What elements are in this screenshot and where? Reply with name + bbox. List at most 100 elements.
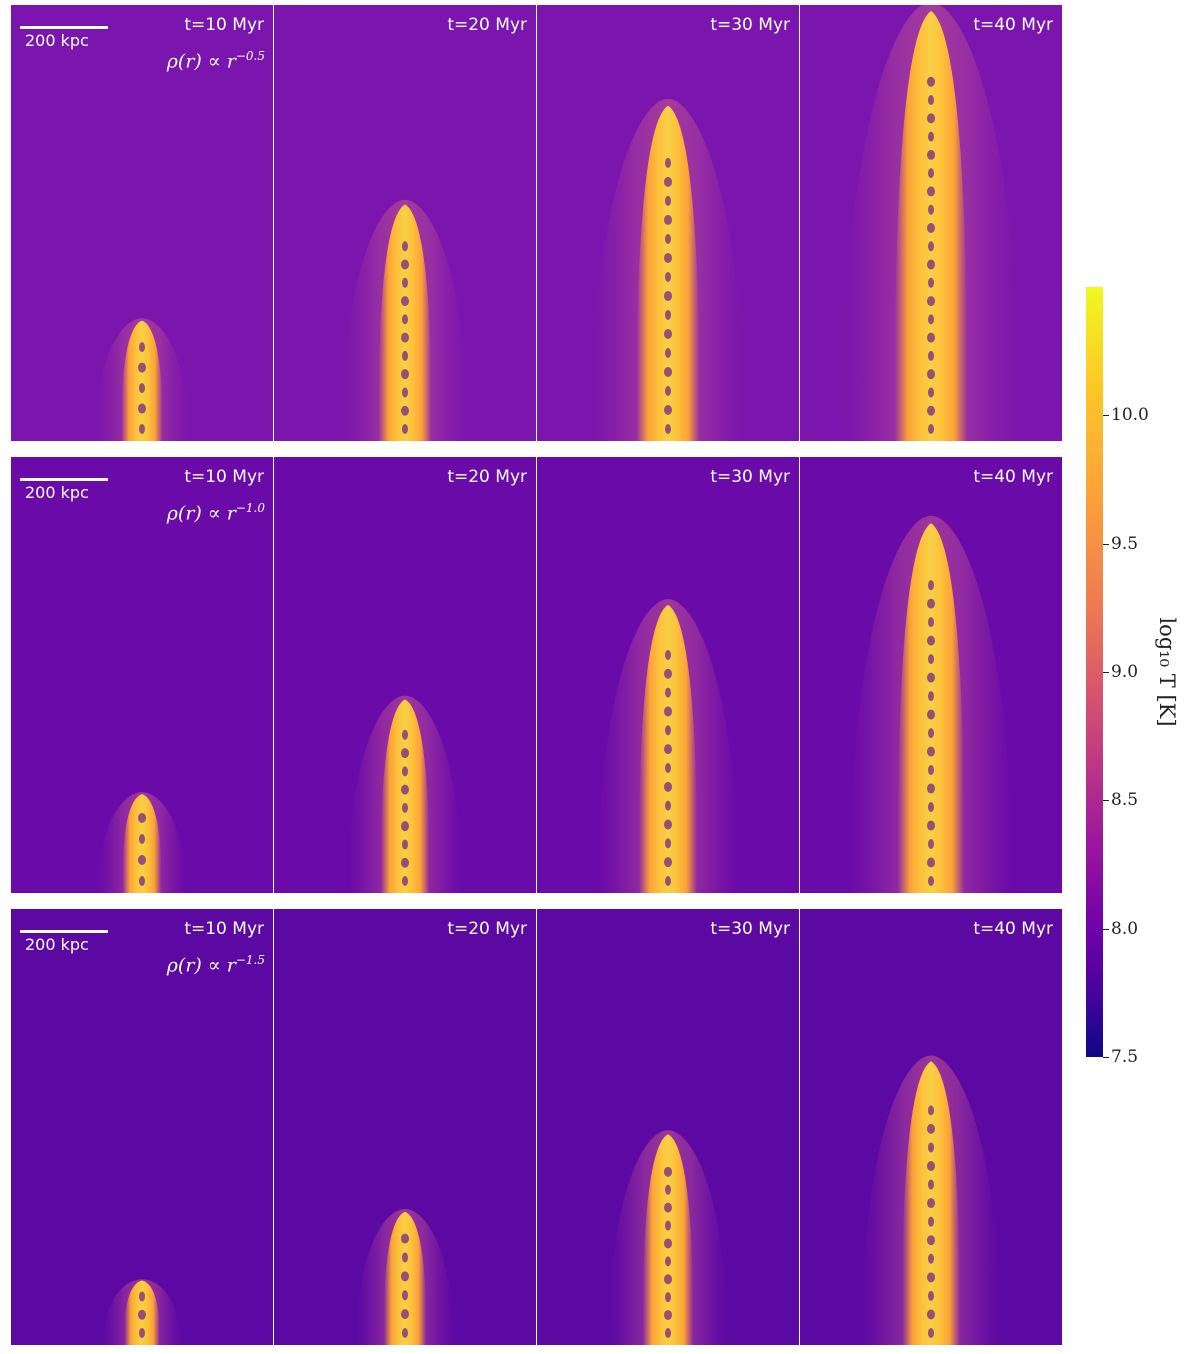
colorbar-tick bbox=[1103, 415, 1109, 417]
jet-knot bbox=[927, 1198, 935, 1209]
jet-lobe-image bbox=[841, 5, 1021, 441]
jet-knot bbox=[402, 802, 408, 813]
jet-knot bbox=[664, 404, 672, 415]
colorbar-tick-label: 9.5 bbox=[1111, 533, 1139, 554]
jet-knot bbox=[665, 762, 671, 773]
colorbar-tick bbox=[1103, 672, 1109, 673]
jet-knot bbox=[928, 314, 934, 325]
jet-knot bbox=[665, 424, 671, 434]
jet-knot bbox=[665, 1328, 671, 1338]
panel-r2-c3: t=40 Myr bbox=[800, 909, 1062, 1345]
jet-knot bbox=[927, 1309, 935, 1320]
time-label: t=10 Myr bbox=[184, 919, 264, 939]
jet-knot bbox=[139, 342, 145, 353]
jet-lobe-image bbox=[95, 318, 189, 441]
jet-knot bbox=[927, 635, 935, 646]
jet-lobe-image bbox=[861, 1055, 1001, 1345]
jet-knot bbox=[401, 857, 409, 868]
jet-knot bbox=[928, 241, 934, 252]
jet-knot bbox=[402, 1328, 408, 1338]
time-label: t=10 Myr bbox=[184, 467, 264, 487]
jet-knot bbox=[928, 350, 934, 361]
jet-lobe-image bbox=[342, 199, 468, 441]
jet-knot bbox=[402, 1290, 408, 1301]
jet-knot bbox=[664, 366, 672, 377]
jet-knot bbox=[402, 766, 408, 777]
jet-knot bbox=[664, 1238, 672, 1249]
jet-knot bbox=[928, 617, 934, 628]
jet-knot bbox=[927, 113, 935, 124]
jet-knot bbox=[664, 1202, 672, 1213]
jet-knot bbox=[139, 1291, 145, 1302]
jet-knot bbox=[664, 857, 672, 868]
jet-knot bbox=[665, 838, 671, 849]
time-label: t=30 Myr bbox=[710, 919, 790, 939]
jet-knot bbox=[665, 347, 671, 358]
jet-knot bbox=[664, 1166, 672, 1177]
jet-knot bbox=[928, 1179, 934, 1190]
panel-r0-c2: t=30 Myr bbox=[537, 5, 799, 441]
time-label: t=10 Myr bbox=[184, 15, 264, 35]
jet-knot bbox=[665, 649, 671, 660]
jet-knot bbox=[139, 876, 145, 886]
jet-knot bbox=[664, 1274, 672, 1285]
jet-knot bbox=[665, 1256, 671, 1267]
density-profile-label: ρ(r) ∝ r−1.0 bbox=[166, 501, 265, 525]
time-label: t=30 Myr bbox=[710, 15, 790, 35]
jet-knot bbox=[928, 691, 934, 702]
jet-knot bbox=[927, 857, 935, 868]
jet-knot bbox=[139, 833, 145, 844]
jet-knot bbox=[664, 176, 672, 187]
jet-knot bbox=[402, 876, 408, 886]
jet-knot bbox=[927, 186, 935, 197]
jet-knot bbox=[664, 252, 672, 263]
jet-knot bbox=[927, 259, 935, 270]
jet-knot bbox=[928, 802, 934, 813]
row-density-0.5: t=10 Myr 200 kpc ρ(r) ∝ r−0.5 t=20 Myr t=30 … bbox=[11, 5, 1062, 441]
colorbar-tick bbox=[1103, 928, 1109, 930]
jet-knot bbox=[138, 362, 146, 373]
jet-knot bbox=[401, 259, 409, 270]
density-profile-label: ρ(r) ∝ r−0.5 bbox=[166, 49, 265, 73]
jet-knot bbox=[928, 1290, 934, 1301]
colorbar-tick bbox=[1103, 800, 1109, 802]
jet-knot bbox=[402, 387, 408, 398]
jet-knot bbox=[665, 233, 671, 244]
jet-lobe-image bbox=[98, 792, 186, 893]
colorbar-tick bbox=[1103, 1057, 1109, 1058]
jet-knot bbox=[927, 1123, 935, 1134]
jet-lobe-image bbox=[591, 98, 745, 441]
jet-knot bbox=[927, 149, 935, 160]
time-label: t=40 Myr bbox=[973, 467, 1053, 487]
scale-bar bbox=[20, 478, 108, 481]
panel-r0-c0: t=10 Myr 200 kpc ρ(r) ∝ r−0.5 bbox=[11, 5, 273, 441]
jet-knot bbox=[927, 820, 935, 831]
hot-lobe bbox=[121, 320, 163, 441]
colorbar-tick-label: 9.0 bbox=[1111, 662, 1139, 682]
jet-knot bbox=[401, 821, 409, 832]
jet-knot bbox=[402, 839, 408, 850]
jet-lobe-image bbox=[608, 1130, 728, 1345]
jet-knot bbox=[665, 195, 671, 206]
jet-knot bbox=[401, 748, 409, 759]
jet-knot bbox=[927, 709, 935, 720]
time-label: t=40 Myr bbox=[973, 15, 1053, 35]
hot-lobe bbox=[897, 523, 965, 893]
jet-lobe-image bbox=[849, 515, 1013, 893]
jet-knot bbox=[927, 1160, 935, 1171]
jet-knot bbox=[665, 1292, 671, 1303]
jet-lobe-image bbox=[348, 695, 462, 893]
jet-knot bbox=[927, 783, 935, 794]
jet-knot bbox=[665, 687, 671, 698]
jet-knot bbox=[402, 729, 408, 740]
jet-knot bbox=[139, 383, 145, 394]
colorbar-tick-label: 7.5 bbox=[1111, 1047, 1139, 1067]
jet-knot bbox=[401, 1309, 409, 1320]
jet-knot bbox=[928, 876, 934, 886]
jet-knot bbox=[928, 131, 934, 142]
jet-knot bbox=[664, 328, 672, 339]
jet-knot bbox=[928, 277, 934, 288]
panel-r1-c0: t=10 Myr 200 kpc ρ(r) ∝ r−1.0 bbox=[11, 457, 273, 893]
jet-knot bbox=[401, 1271, 409, 1282]
jet-knot bbox=[664, 819, 672, 830]
